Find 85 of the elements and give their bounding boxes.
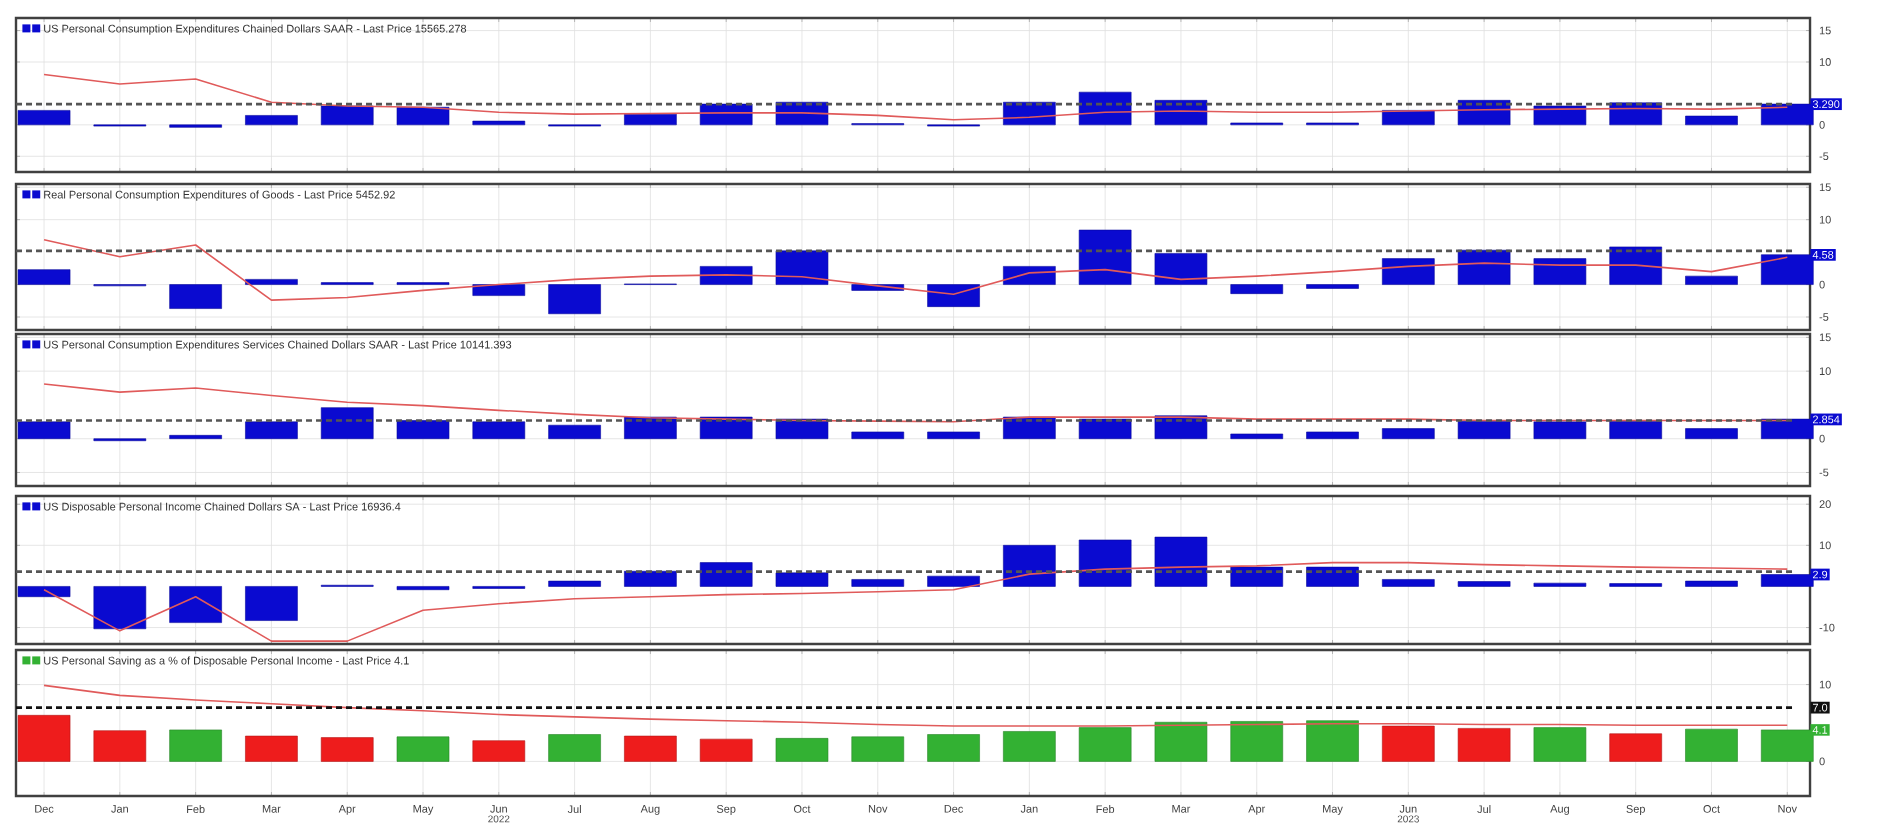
bar (1230, 284, 1284, 294)
bar (1382, 579, 1435, 587)
bar (396, 736, 450, 762)
bar (548, 424, 601, 439)
bar (1003, 545, 1056, 587)
bar (1230, 721, 1284, 762)
bar (396, 420, 450, 439)
line-series (43, 239, 1789, 301)
bar (1230, 566, 1284, 587)
bar (17, 715, 71, 762)
bar (1154, 536, 1208, 587)
bar (17, 110, 71, 126)
bar (927, 284, 980, 307)
bar (1533, 105, 1587, 126)
bar (1078, 229, 1132, 285)
line-series (43, 73, 1789, 121)
bar (775, 250, 829, 285)
bar (1685, 275, 1738, 285)
line-series (43, 561, 1789, 642)
bar (472, 740, 526, 762)
bar (1685, 428, 1738, 439)
bar (245, 735, 298, 762)
bar (1457, 581, 1511, 587)
bar (1306, 431, 1359, 439)
bar (1457, 420, 1511, 439)
bar (624, 570, 677, 587)
bar (1078, 91, 1132, 126)
bar (1457, 728, 1511, 762)
bar (245, 279, 298, 285)
bar (699, 738, 753, 762)
bar (548, 284, 601, 315)
bar (775, 738, 829, 762)
bar (699, 562, 753, 587)
bar (851, 431, 905, 439)
bar (169, 586, 222, 623)
bar (1533, 258, 1587, 285)
bar (1609, 420, 1662, 439)
bar (1609, 246, 1662, 285)
bar (851, 579, 905, 587)
bar (1382, 258, 1435, 285)
bar (320, 407, 374, 439)
bar (1685, 580, 1738, 587)
bar (1533, 421, 1587, 439)
bar (624, 113, 677, 126)
bar (1154, 721, 1208, 762)
bar (927, 734, 980, 762)
bar (245, 421, 298, 439)
bar (1685, 728, 1738, 762)
bar (396, 106, 450, 126)
bar (1306, 720, 1359, 762)
bar (1685, 115, 1738, 126)
bar (245, 586, 298, 621)
bar (17, 586, 71, 598)
bar (17, 269, 71, 285)
bar (320, 105, 374, 126)
bar (1533, 727, 1587, 762)
bar (320, 737, 374, 762)
bar (245, 115, 298, 126)
bar (624, 735, 677, 762)
bar (699, 266, 753, 285)
bar (548, 580, 601, 587)
bar (775, 572, 829, 587)
bar (1382, 725, 1435, 762)
bar (1230, 433, 1284, 439)
bar (17, 421, 71, 439)
bar (472, 284, 526, 296)
bar (169, 729, 222, 762)
bar (1457, 249, 1511, 285)
bar (548, 734, 601, 762)
bar (472, 421, 526, 439)
bar (1003, 266, 1056, 285)
bar (1154, 253, 1208, 285)
bar (93, 730, 147, 762)
bar (1306, 566, 1359, 587)
bar (851, 736, 905, 762)
bar (1078, 727, 1132, 762)
bar (1609, 733, 1662, 762)
bar (927, 575, 980, 587)
bar (1382, 428, 1435, 439)
bar (93, 586, 147, 630)
bar (927, 431, 980, 439)
bar (1078, 418, 1132, 439)
bar (1078, 539, 1132, 587)
bar (169, 284, 222, 309)
bar (1003, 731, 1056, 762)
